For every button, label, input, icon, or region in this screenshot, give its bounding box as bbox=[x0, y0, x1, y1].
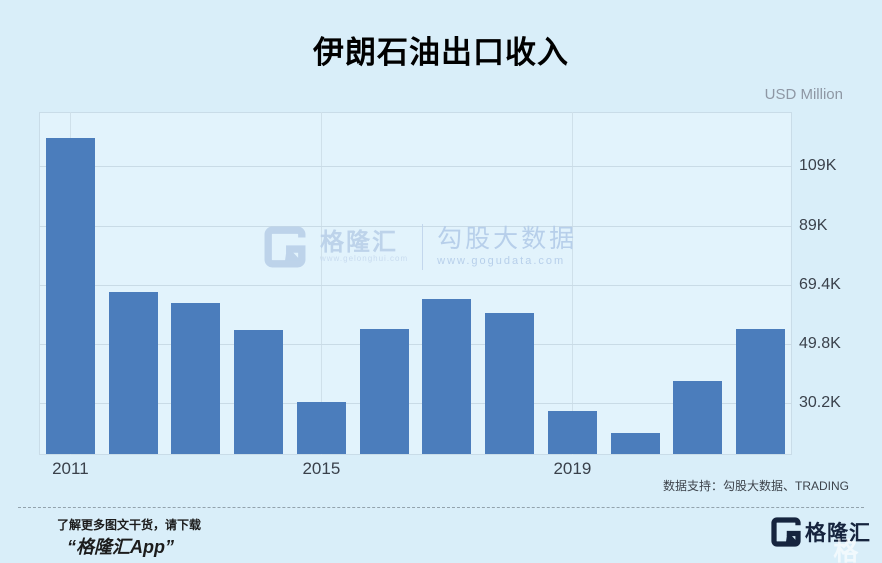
y-axis-tick-label-89K: 89K bbox=[799, 217, 828, 235]
plot-area bbox=[39, 112, 792, 455]
y-axis-tick-label-30.2K: 30.2K bbox=[799, 394, 841, 412]
y-gridline-69.4K bbox=[39, 285, 792, 287]
x-axis-tick-label-2011: 2011 bbox=[52, 459, 89, 478]
gelonghui-logo-text: 格隆汇 bbox=[805, 522, 871, 545]
y-gridline-89K bbox=[39, 226, 792, 228]
page-title: 伊朗石油出口收入 bbox=[313, 35, 569, 70]
gelonghui-logo-ghost-text: 格隆汇 bbox=[833, 538, 860, 563]
bar-2021[interactable] bbox=[673, 380, 723, 454]
bar-2014[interactable] bbox=[234, 329, 284, 454]
x-axis-tick-label-2015: 2015 bbox=[302, 459, 341, 478]
x-gridline-2015 bbox=[321, 112, 323, 455]
data-support-credit: 数据支持：勾股大数据、TRADING bbox=[662, 479, 849, 493]
dashed-separator bbox=[18, 507, 864, 508]
bar-2022[interactable] bbox=[736, 329, 786, 454]
bar-2011[interactable] bbox=[45, 137, 95, 454]
y-gridline-49.8K bbox=[39, 344, 792, 346]
bar-2017[interactable] bbox=[422, 298, 472, 454]
gelonghui-logo-icon bbox=[771, 517, 801, 547]
bar-2019[interactable] bbox=[547, 410, 597, 454]
footer-app-name: “格隆汇App” bbox=[67, 537, 174, 557]
bar-2018[interactable] bbox=[485, 313, 535, 454]
bar-2012[interactable] bbox=[108, 291, 158, 454]
bar-2015[interactable] bbox=[296, 401, 346, 454]
gelonghui-logo-ghost-watermark: 格隆汇 bbox=[806, 532, 882, 563]
x-axis-tick-label-2019: 2019 bbox=[553, 459, 592, 478]
y-axis-tick-label-49.8K: 49.8K bbox=[799, 335, 841, 353]
bar-2020[interactable] bbox=[610, 432, 660, 454]
y-axis-unit-label: USD Million bbox=[764, 86, 843, 103]
bar-2016[interactable] bbox=[359, 329, 409, 454]
y-gridline-30.2K bbox=[39, 403, 792, 405]
y-axis-tick-label-109K: 109K bbox=[799, 156, 837, 174]
y-axis-tick-label-69.4K: 69.4K bbox=[799, 276, 841, 294]
footer-promo-text: 了解更多图文干货，请下载 bbox=[57, 518, 202, 532]
x-gridline-2019 bbox=[572, 112, 574, 455]
gelonghui-logo: 格隆汇 bbox=[771, 517, 871, 547]
bar-2013[interactable] bbox=[171, 302, 221, 454]
y-gridline-109K bbox=[39, 165, 792, 167]
